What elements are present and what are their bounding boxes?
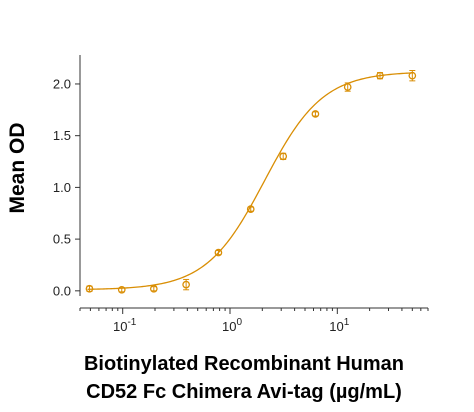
data-point-0 [85,284,94,293]
data-point-9 [376,71,384,80]
data-point-6 [279,152,288,161]
data-point-4 [214,248,223,257]
y-tick-label: 1.5 [53,128,71,143]
y-tick-label: 2.0 [53,76,71,91]
x-tick-label: 100 [222,317,242,334]
data-point-1 [117,285,126,294]
data-point-3 [182,280,190,289]
plot-area: 0.0 0.5 1.0 1.5 2.0 10-1 100 101 [53,55,429,334]
y-tick-label: 1.0 [53,180,71,195]
y-axis-label: Mean OD [6,122,29,213]
y-tick-label: 0.5 [53,232,71,247]
data-point-5 [246,205,255,213]
data-point-8 [343,83,352,91]
x-tick-label: 101 [329,317,349,334]
data-point-10 [408,71,417,80]
fit-curve [87,72,415,290]
x-axis-label-line-2: CD52 Fc Chimera Avi-tag (µg/mL) [86,381,402,403]
y-tick-label: 0.0 [53,283,71,298]
data-point-2 [149,284,158,293]
x-tick-label: 10-1 [113,317,137,334]
x-axis-label-line-1: Biotinylated Recombinant Human [84,353,404,375]
data-point-7 [311,110,320,118]
